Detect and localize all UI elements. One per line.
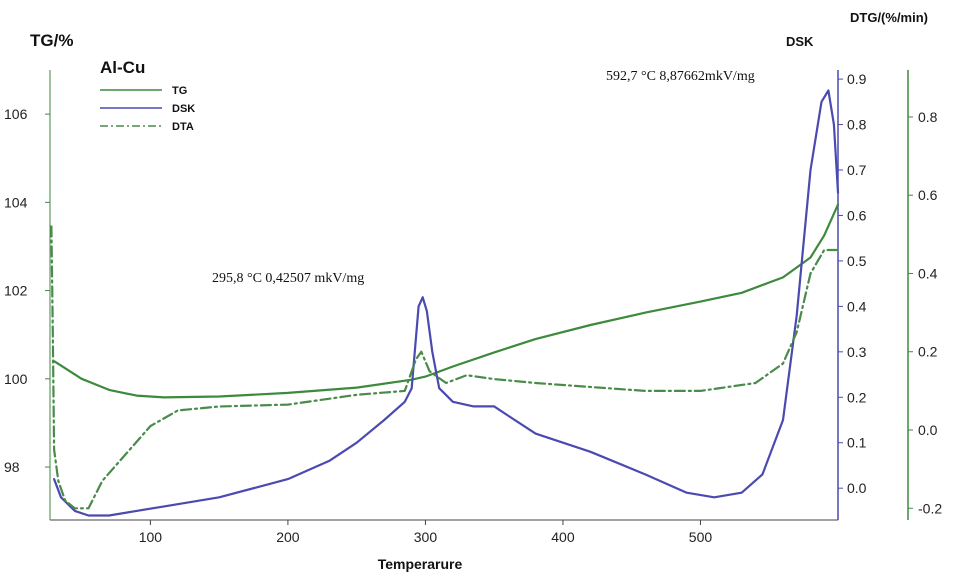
x-axis-label: Temperarure <box>378 556 463 572</box>
dsk-axis-label: DSK <box>786 34 814 49</box>
legend-label-dta: DTA <box>172 121 194 133</box>
tg-tick-label: 98 <box>4 459 20 475</box>
legend-label-dsk: DSK <box>172 103 195 115</box>
tg-tick-label: 100 <box>4 371 28 387</box>
dtg-tick-label: 0.8 <box>918 109 938 125</box>
dsk-tick-label: 0.5 <box>847 253 867 269</box>
dtg-tick-label: 0.4 <box>918 265 938 281</box>
x-tick-label: 300 <box>414 529 438 545</box>
tg-tick-label: 106 <box>4 106 28 122</box>
right-axis-label: DTG/(%/min) <box>850 10 928 25</box>
series-line-tg <box>53 203 840 399</box>
legend-label-tg: TG <box>172 85 187 97</box>
series-layer <box>50 89 840 517</box>
series-line-dsk <box>53 89 840 517</box>
chart-title: Al-Cu <box>100 58 145 77</box>
x-tick-label: 200 <box>276 529 300 545</box>
dtg-ticks: -0.2 0.0 0.2 0.4 0.6 0.8 <box>908 109 942 516</box>
dsk-tick-label: 0.4 <box>847 298 867 314</box>
dsk-tick-label: 0.6 <box>847 207 867 223</box>
dsk-tick-label: 0.9 <box>847 71 867 87</box>
dsk-tick-label: 0.1 <box>847 435 867 451</box>
x-tick-label: 100 <box>139 529 163 545</box>
dsk-tick-label: 0.3 <box>847 344 867 360</box>
peak-annotation-1: 295,8 °C 0,42507 mkV/mg <box>212 271 364 286</box>
series-line-dta <box>50 225 840 510</box>
plot-area: 100 200 300 400 500 98 100 102 104 106 0.0 0.1 0.2… <box>4 70 942 545</box>
x-tick-label: 500 <box>689 529 713 545</box>
left-axis-label: TG/% <box>30 31 73 50</box>
dsk-tick-label: 0.2 <box>847 389 867 405</box>
x-ticks: 100 200 300 400 500 <box>139 520 713 545</box>
tg-ticks: 98 100 102 104 106 <box>4 106 50 475</box>
dtg-tick-label: 0.0 <box>918 422 938 438</box>
legend: TG DSK DTA <box>100 85 195 133</box>
dtg-tick-label: 0.2 <box>918 344 938 360</box>
dsk-tick-label: 0.0 <box>847 480 867 496</box>
tg-tick-label: 102 <box>4 283 28 299</box>
dsk-tick-label: 0.8 <box>847 117 867 133</box>
x-tick-label: 400 <box>551 529 575 545</box>
dsk-ticks: 0.0 0.1 0.2 0.3 0.4 0.5 0.6 0.7 0.8 0.9 <box>838 71 867 496</box>
tg-tick-label: 104 <box>4 194 28 210</box>
dtg-tick-label: 0.6 <box>918 187 938 203</box>
peak-annotation-2: 592,7 °C 8,87662mkV/mg <box>606 69 755 84</box>
dsk-tick-label: 0.7 <box>847 162 867 178</box>
dtg-tick-label: -0.2 <box>918 500 942 516</box>
